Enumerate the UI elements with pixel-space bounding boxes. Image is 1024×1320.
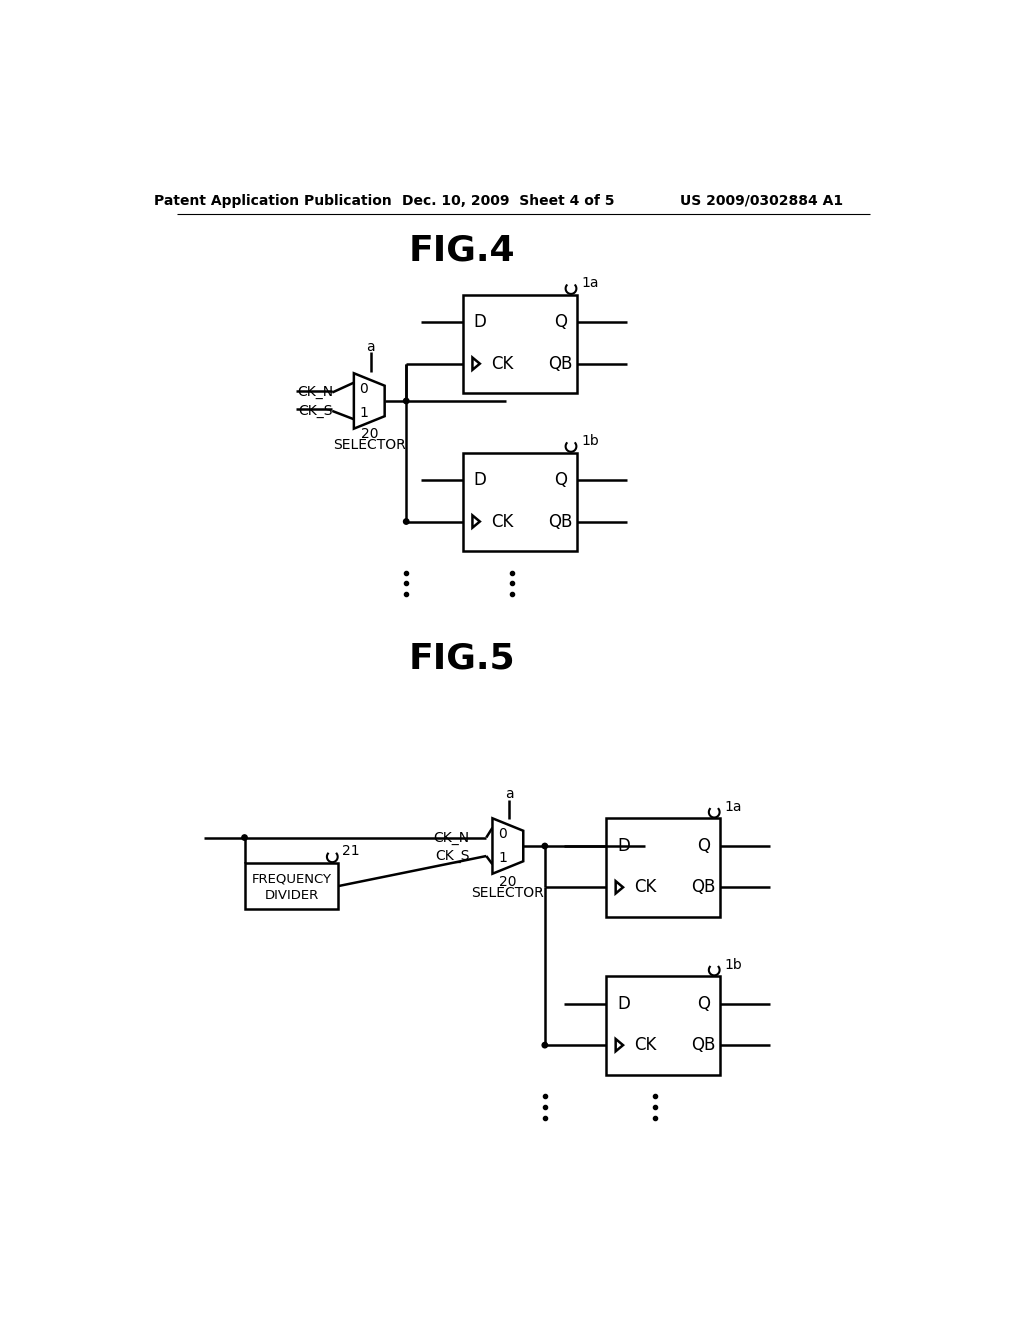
Text: FIG.5: FIG.5 bbox=[409, 642, 515, 676]
Text: SELECTOR: SELECTOR bbox=[333, 438, 406, 451]
Text: 1b: 1b bbox=[724, 957, 742, 972]
Text: 1b: 1b bbox=[581, 434, 599, 447]
Text: QB: QB bbox=[548, 355, 572, 372]
Circle shape bbox=[542, 1043, 548, 1048]
Text: 0: 0 bbox=[359, 381, 369, 396]
Text: D: D bbox=[616, 837, 630, 855]
Text: FREQUENCY: FREQUENCY bbox=[252, 873, 332, 886]
Text: D: D bbox=[474, 471, 486, 490]
Text: Q: Q bbox=[554, 313, 566, 331]
Text: CK_S: CK_S bbox=[435, 849, 469, 863]
Text: CK_N: CK_N bbox=[297, 385, 334, 400]
Bar bbox=[606, 818, 720, 917]
Text: SELECTOR: SELECTOR bbox=[471, 886, 544, 900]
Circle shape bbox=[403, 399, 409, 404]
Bar bbox=[606, 977, 720, 1074]
Text: 21: 21 bbox=[342, 845, 359, 858]
Circle shape bbox=[542, 843, 548, 849]
Text: a: a bbox=[367, 341, 375, 354]
Bar bbox=[463, 453, 578, 552]
Text: QB: QB bbox=[548, 512, 572, 531]
Text: CK_S: CK_S bbox=[298, 404, 333, 418]
Text: 0: 0 bbox=[498, 826, 507, 841]
Text: Dec. 10, 2009  Sheet 4 of 5: Dec. 10, 2009 Sheet 4 of 5 bbox=[401, 194, 614, 207]
Text: CK: CK bbox=[490, 355, 513, 372]
Text: CK: CK bbox=[490, 512, 513, 531]
Text: 1a: 1a bbox=[724, 800, 741, 813]
Text: 1a: 1a bbox=[581, 276, 598, 290]
Circle shape bbox=[242, 834, 247, 841]
Text: Q: Q bbox=[554, 471, 566, 490]
Text: CK_N: CK_N bbox=[433, 830, 469, 845]
Text: D: D bbox=[616, 995, 630, 1012]
Text: QB: QB bbox=[691, 878, 716, 896]
Text: Q: Q bbox=[697, 995, 710, 1012]
Polygon shape bbox=[493, 818, 523, 874]
Text: FIG.4: FIG.4 bbox=[409, 234, 515, 268]
Text: 20: 20 bbox=[499, 875, 517, 890]
Text: QB: QB bbox=[691, 1036, 716, 1055]
Text: 20: 20 bbox=[360, 428, 378, 441]
Text: Q: Q bbox=[697, 837, 710, 855]
Text: CK: CK bbox=[634, 1036, 656, 1055]
Bar bbox=[463, 294, 578, 393]
Bar bbox=[245, 863, 339, 909]
Text: DIVIDER: DIVIDER bbox=[264, 888, 318, 902]
Text: D: D bbox=[474, 313, 486, 331]
Text: 1: 1 bbox=[498, 851, 507, 866]
Polygon shape bbox=[354, 374, 385, 429]
Text: 1: 1 bbox=[359, 407, 369, 420]
Circle shape bbox=[403, 519, 409, 524]
Text: US 2009/0302884 A1: US 2009/0302884 A1 bbox=[680, 194, 844, 207]
Text: CK: CK bbox=[634, 878, 656, 896]
Text: Patent Application Publication: Patent Application Publication bbox=[155, 194, 392, 207]
Text: a: a bbox=[505, 788, 514, 801]
